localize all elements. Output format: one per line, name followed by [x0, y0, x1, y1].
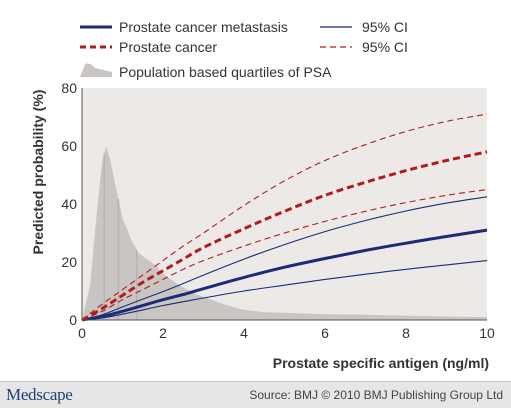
x-tick-label: 10: [479, 325, 495, 341]
series-line-1: [81, 196, 488, 321]
medscape-logo: Medscape: [6, 385, 73, 404]
x-tick-label: 2: [159, 325, 167, 341]
legend-label-metastasis-ci: 95% CI: [362, 19, 408, 35]
legend-swatch-population: [80, 63, 112, 77]
chart: 0 2 4 6 8 10 0 20 40 60 80 Predicted probability (…: [30, 19, 495, 371]
footer-source: Source: BMJ © 2010 BMJ Publishing Group …: [249, 388, 503, 402]
series-line-2: [81, 260, 488, 321]
legend-label-cancer: Prostate cancer: [119, 39, 217, 55]
y-axis-title: Predicted probability (%): [30, 90, 46, 255]
legend-label-population: Population based quartiles of PSA: [119, 64, 332, 80]
footer: Medscape Source: BMJ © 2010 BMJ Publishi…: [0, 381, 511, 408]
y-tick-label: 40: [61, 196, 77, 212]
axes: [81, 88, 487, 321]
series-layer: [81, 113, 488, 322]
legend: Prostate cancer metastasis 95% CI Prosta…: [80, 19, 408, 80]
y-tick-label: 20: [61, 254, 77, 270]
tick-labels: 0 2 4 6 8 10 0 20 40 60 80: [61, 80, 495, 341]
series-line-5: [81, 188, 488, 321]
x-axis-title: Prostate specific antigen (ng/ml): [273, 355, 489, 371]
x-tick-label: 6: [321, 325, 329, 341]
series-line-4: [81, 113, 488, 321]
y-tick-label: 0: [69, 312, 77, 328]
y-tick-label: 80: [61, 80, 77, 96]
x-tick-label: 8: [402, 325, 410, 341]
series-line-0: [81, 228, 488, 322]
series-line-3: [81, 150, 488, 322]
x-tick-label: 4: [240, 325, 248, 341]
y-tick-label: 60: [61, 138, 77, 154]
population-area: [82, 146, 487, 320]
x-tick-label: 0: [78, 325, 86, 341]
legend-label-cancer-ci: 95% CI: [362, 39, 408, 55]
legend-label-metastasis: Prostate cancer metastasis: [119, 19, 288, 35]
